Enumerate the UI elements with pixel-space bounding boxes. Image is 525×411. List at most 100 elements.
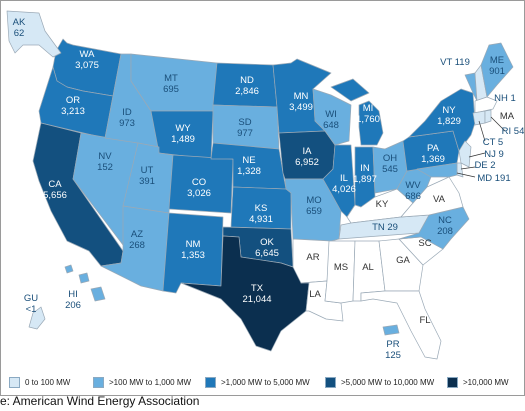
state-label-ak: AK 62 (13, 17, 26, 39)
state-abbr-ok: OK (260, 237, 274, 248)
state-value-oh: 545 (382, 164, 398, 175)
legend-swatch-1 (93, 376, 104, 388)
state-label-or: OR 3,213 (61, 95, 85, 117)
state-label-va: VA (433, 194, 446, 205)
state-label-ny: NY 1,829 (437, 105, 461, 127)
state-value-or: 3,213 (61, 106, 85, 117)
state-value-nd: 2,846 (235, 86, 259, 97)
state-label-fl: FL (419, 315, 430, 326)
state-ga (378, 238, 424, 292)
state-gu (28, 306, 46, 330)
state-abbr-gu: GU (24, 293, 38, 304)
state-abbr-me: ME (490, 55, 504, 66)
state-ri (484, 109, 492, 124)
state-value-nv: 152 (97, 162, 113, 173)
state-hi (64, 264, 106, 302)
state-label-ky: KY (376, 199, 389, 210)
de-leader-line (460, 166, 476, 170)
state-value-nc: 208 (437, 226, 453, 237)
state-value-ak: 62 (14, 28, 25, 39)
state-label-ar: AR (306, 252, 319, 263)
state-abbr-ks: KS (255, 203, 268, 214)
state-value-wy: 1,489 (171, 134, 195, 145)
state-label-oh: OH 545 (382, 153, 398, 175)
state-value-id: 973 (119, 118, 135, 129)
legend-item-4: >10,000 MW (447, 375, 509, 389)
state-abbr-ca: CA (48, 179, 62, 190)
state-value-mo: 659 (306, 206, 322, 217)
state-abbr-in: IN (360, 163, 370, 174)
state-label-wa: WA 3,075 (75, 49, 99, 71)
legend-swatch-0 (9, 376, 20, 388)
state-value-pa: 1,369 (421, 154, 445, 165)
legend-item-1: >100 MW to 1,000 MW (93, 375, 191, 389)
state-label-wv: WV 686 (405, 180, 421, 202)
state-pr (382, 324, 400, 336)
state-label-tx: TX 21,044 (242, 283, 271, 305)
legend-label-3: >5,000 MW to 10,000 MW (341, 377, 435, 387)
state-label-ok: OK 6,645 (255, 237, 279, 259)
state-value-ne: 1,328 (237, 166, 261, 177)
state-value-ny: 1,829 (437, 116, 461, 127)
state-value-ks: 4,931 (249, 214, 273, 225)
state-abbr-ak: AK (13, 17, 26, 28)
state-abbr-tx: TX (251, 283, 264, 294)
ri-leader-line (490, 116, 506, 132)
state-value-mi: 1,760 (356, 114, 380, 125)
state-abbr-oh: OH (383, 153, 397, 164)
state-abbr-az: AZ (131, 229, 143, 240)
state-de (456, 162, 464, 178)
state-abbr-nv: NV (98, 151, 112, 162)
state-value-nm: 1,353 (181, 250, 205, 261)
state-abbr-nd: ND (240, 75, 254, 86)
state-label-mt: MT 695 (163, 73, 179, 95)
state-md (416, 162, 458, 178)
state-label-ia: IA 6,952 (295, 146, 319, 168)
state-value-mn: 3,499 (289, 102, 313, 113)
ct-leader-line (478, 120, 486, 142)
state-abbr-hi: HI (68, 289, 78, 300)
state-label-ma: MA (500, 111, 515, 122)
state-abbr-ia: IA (303, 146, 313, 157)
state-ny (408, 88, 476, 152)
legend-swatch-2 (205, 376, 216, 388)
state-label-gu: GU <1 (24, 293, 38, 315)
state-value-ia: 6,952 (295, 157, 319, 168)
state-abbr-mo: MO (306, 195, 321, 206)
state-abbr-pr: PR (386, 339, 399, 350)
state-abbr-nm: NM (186, 239, 201, 250)
legend-item-0: 0 to 100 MW (9, 375, 70, 389)
state-il (322, 144, 356, 218)
state-value-me: 901 (489, 66, 505, 77)
state-label-al: AL (362, 262, 374, 273)
state-ma (474, 96, 498, 114)
state-label-tn: TN 29 (372, 222, 398, 233)
state-abbr-wi: WI (325, 109, 337, 120)
state-ak (6, 10, 62, 58)
state-wi (312, 88, 352, 146)
state-label-md: MD 191 (477, 173, 510, 184)
state-label-mn: MN 3,499 (289, 91, 313, 113)
state-label-ri: RI 54 (502, 126, 524, 137)
state-label-la: LA (309, 289, 321, 300)
state-value-wv: 686 (405, 191, 421, 202)
state-fl (360, 290, 442, 360)
state-label-nh: NH 1 (494, 93, 516, 104)
state-ct (472, 110, 486, 126)
state-label-ut: UT 391 (139, 165, 155, 187)
state-tx (180, 235, 310, 352)
state-label-az: AZ 268 (129, 229, 145, 251)
state-abbr-mt: MT (164, 73, 178, 84)
nj-leader-line (468, 152, 486, 158)
state-label-ne: NE 1,328 (237, 155, 261, 177)
legend-item-3: >5,000 MW to 10,000 MW (325, 375, 434, 389)
state-abbr-ne: NE (242, 155, 255, 166)
state-value-co: 3,026 (187, 188, 211, 199)
state-ks (230, 186, 292, 230)
state-abbr-or: OR (66, 95, 80, 106)
state-label-pr: PR 125 (385, 339, 401, 361)
state-value-wi: 648 (323, 120, 339, 131)
legend-label-2: >1,000 MW to 5,000 MW (221, 377, 310, 387)
legend-label-0: 0 to 100 MW (25, 377, 71, 387)
state-label-nd: ND 2,846 (235, 75, 259, 97)
